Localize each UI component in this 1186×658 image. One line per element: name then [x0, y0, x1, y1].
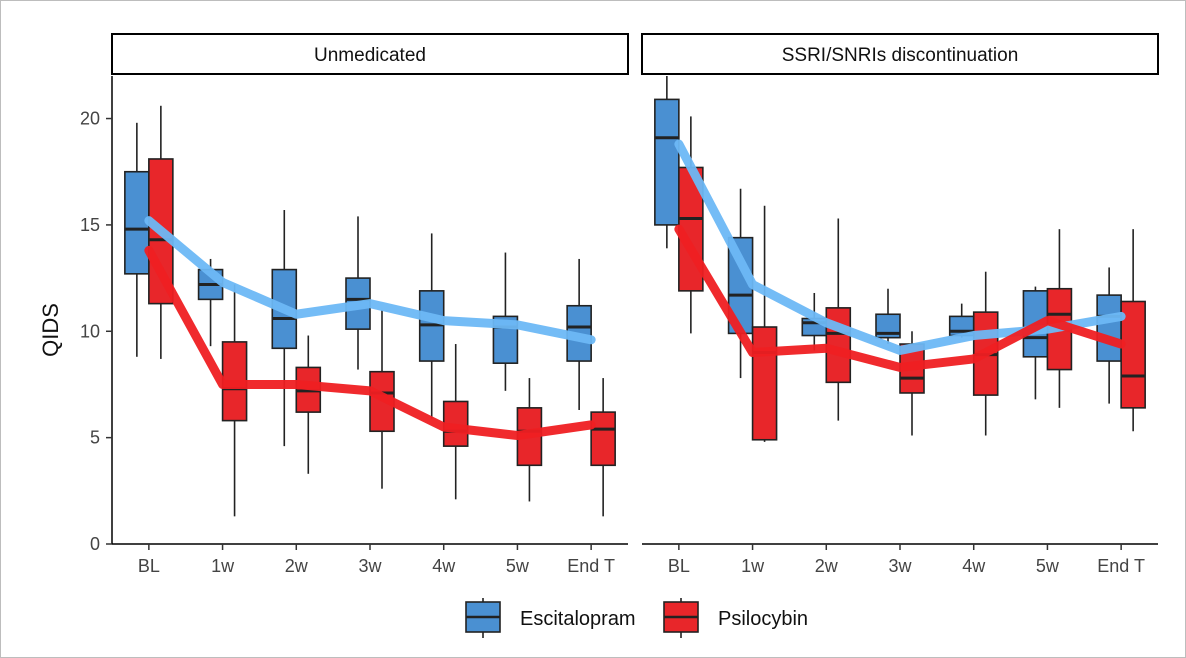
y-axis-title: QIDS — [38, 303, 63, 357]
box-psilocybin-7 — [590, 378, 616, 517]
box-escitalopram-7 — [1096, 267, 1122, 404]
box-psilocybin-7 — [1120, 229, 1146, 432]
box-escitalopram-1 — [654, 76, 680, 249]
box-escitalopram-4 — [875, 288, 901, 345]
legend: Escitalopram Psilocybin — [465, 598, 808, 638]
box-psilocybin-2 — [751, 205, 778, 442]
box-iqr — [1096, 294, 1122, 362]
box-psilocybin-3 — [295, 335, 322, 474]
x-tick-label: 5w — [1036, 556, 1060, 576]
box-escitalopram-6 — [1022, 286, 1049, 400]
box-escitalopram-4 — [345, 216, 371, 370]
y-tick-label: 20 — [80, 109, 100, 129]
legend-item-escitalopram: Escitalopram — [465, 598, 636, 638]
box-psilocybin-2 — [221, 284, 248, 517]
x-tick-label: 2w — [285, 556, 309, 576]
box-iqr — [1120, 300, 1146, 409]
box-iqr — [124, 170, 150, 275]
box-escitalopram-1 — [124, 122, 150, 357]
x-tick-label: 3w — [888, 556, 912, 576]
panel-title: Unmedicated — [314, 45, 426, 66]
mean-line-escitalopram — [674, 139, 1126, 355]
box-escitalopram-3 — [271, 210, 298, 447]
box-iqr — [590, 411, 616, 467]
box-psilocybin-6 — [516, 378, 543, 502]
box-iqr — [875, 313, 901, 339]
box-iqr — [751, 326, 778, 441]
panel-1: Unmedicated 0 5 10 15 20 BL 1w 2w 3w 4w 5w End T — [80, 33, 629, 576]
box-escitalopram-5 — [418, 233, 445, 419]
x-tick-label: 4w — [432, 556, 456, 576]
panel-strip — [641, 33, 1159, 75]
x-tick-label: End T — [567, 556, 615, 576]
y-tick-label: 5 — [90, 428, 100, 448]
legend-label: Psilocybin — [718, 608, 808, 630]
box-escitalopram-5 — [948, 303, 975, 338]
legend-label: Escitalopram — [520, 608, 636, 630]
mean-line-escitalopram — [144, 216, 596, 345]
y-tick-label: 0 — [90, 534, 100, 554]
x-tick-label: 1w — [211, 556, 235, 576]
x-tick-label: 2w — [815, 556, 839, 576]
legend-item-psilocybin: Psilocybin — [663, 598, 808, 638]
x-tick-label: BL — [138, 556, 160, 576]
box-iqr — [654, 98, 680, 226]
x-tick-label: 3w — [358, 556, 382, 576]
mean-line-psilocybin — [144, 245, 596, 441]
panel-2: SSRI/SNRIs discontinuation BL 1w 2w 3w 4w 5w En… — [641, 33, 1159, 576]
box-psilocybin-5 — [442, 344, 469, 500]
x-tick-label: BL — [668, 556, 690, 576]
y-tick-label: 10 — [80, 321, 100, 341]
x-tick-label: End T — [1097, 556, 1145, 576]
mean-line-psilocybin — [674, 224, 1126, 372]
x-tick-label: 4w — [962, 556, 986, 576]
panel-title: SSRI/SNRIs discontinuation — [782, 45, 1019, 66]
x-tick-label: 1w — [741, 556, 765, 576]
y-tick-label: 15 — [80, 215, 100, 235]
panel-strip — [111, 33, 629, 75]
x-tick-label: 5w — [506, 556, 530, 576]
